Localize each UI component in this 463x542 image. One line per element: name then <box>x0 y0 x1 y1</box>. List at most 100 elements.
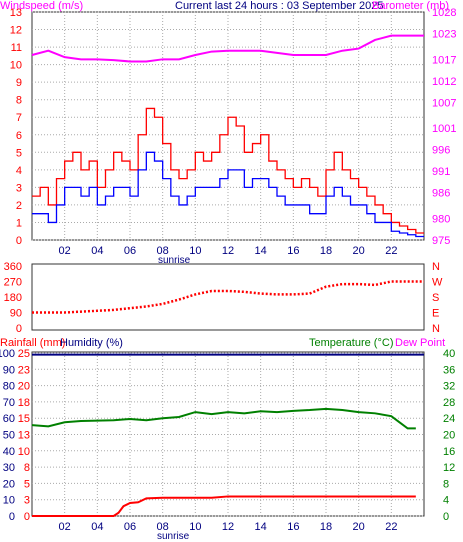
hour-label: 16 <box>287 245 299 257</box>
temperature-tick-label: 24 <box>443 413 455 425</box>
rainfall-series <box>32 495 416 517</box>
direction-degree-label: 180 <box>4 292 22 304</box>
rain-tick-label: 13 <box>18 430 30 442</box>
temperature-tick-label: 0 <box>443 511 449 523</box>
hour-label: 18 <box>320 521 332 533</box>
chart-title: Current last 24 hours : 03 September 202… <box>175 0 384 12</box>
humidity-axis-label: Humidity (%) <box>60 337 123 349</box>
direction-compass-label: W <box>432 277 443 289</box>
windspeed-tick-label: 8 <box>16 95 22 107</box>
temperature-axis-ticks: 0 4 8 12 16 20 24 28 32 36 40 <box>443 348 455 523</box>
rain-tick-label: 3 <box>24 495 30 507</box>
hour-label: 14 <box>255 245 267 257</box>
barometer-tick-label: 1001 <box>432 123 456 135</box>
sunrise-label-2: sunrise <box>157 531 190 542</box>
humidity-tick-label: 30 <box>3 462 15 474</box>
rain-humidity-temp-panel: 0010320530840105013601570188020902310025… <box>0 337 455 542</box>
windspeed-tick-label: 2 <box>16 200 22 212</box>
humidity-tick-label: 40 <box>3 446 15 458</box>
temperature-tick-label: 20 <box>443 430 455 442</box>
humidity-tick-label: 70 <box>3 397 15 409</box>
rain-tick-label: 5 <box>24 478 30 490</box>
windspeed-axis-label: Windspeed (m/s) <box>0 0 83 12</box>
temperature-tick-label: 12 <box>443 462 455 474</box>
hour-label: 20 <box>353 245 365 257</box>
hour-label: 02 <box>59 521 71 533</box>
rain-tick-label: 18 <box>18 397 30 409</box>
barometer-tick-label: 1007 <box>432 97 456 109</box>
hour-label: 10 <box>189 245 201 257</box>
hour-label: 12 <box>222 521 234 533</box>
humidity-tick-label: 20 <box>3 478 15 490</box>
hour-label: 08 <box>157 521 169 533</box>
rain-tick-label: 0 <box>24 511 30 523</box>
humidity-tick-label: 80 <box>3 381 15 393</box>
windspeed-tick-label: 0 <box>16 235 22 247</box>
direction-degree-label: 360 <box>4 261 22 273</box>
temperature-tick-label: 4 <box>443 495 449 507</box>
temperature-tick-label: 36 <box>443 364 455 376</box>
direction-series <box>32 280 424 314</box>
direction-compass-label: S <box>432 292 439 304</box>
humidity-tick-label: 10 <box>3 495 15 507</box>
direction-compass-label: E <box>432 308 439 320</box>
direction-compass-label: N <box>432 261 440 273</box>
windspeed-tick-label: 4 <box>16 165 22 177</box>
humidity-tick-label: 60 <box>3 413 15 425</box>
direction-degree-ticks: 0 90 180 270 360 <box>4 261 22 335</box>
windspeed-tick-label: 12 <box>10 25 22 37</box>
hour-label: 04 <box>91 245 103 257</box>
rain-panel-hour-labels: 02 04 06 08 10 12 14 16 18 20 22 <box>59 521 398 533</box>
barometer-tick-label: 1028 <box>432 7 456 19</box>
windspeed-tick-label: 11 <box>11 42 22 54</box>
barometer-tick-label: 991 <box>432 166 450 178</box>
rain-tick-label: 8 <box>24 462 30 474</box>
windspeed-tick-label: 3 <box>16 182 22 194</box>
direction-degree-label: 90 <box>10 308 22 320</box>
temperature-series <box>31 407 416 430</box>
hour-label: 20 <box>353 521 365 533</box>
humidity-tick-label: 0 <box>9 511 15 523</box>
hour-label: 02 <box>59 245 71 257</box>
barometer-axis-label: Barometer (mb) <box>372 0 449 12</box>
rainfall-line <box>32 495 416 517</box>
barometer-tick-label: 975 <box>432 235 450 247</box>
hour-label: 22 <box>385 521 397 533</box>
windspeed-tick-label: 6 <box>16 130 22 142</box>
barometer-tick-label: 980 <box>432 213 450 225</box>
hour-label: 04 <box>91 521 103 533</box>
direction-degree-label: 0 <box>16 323 22 335</box>
rain-tick-label: 20 <box>18 381 30 393</box>
gust-series <box>32 107 424 234</box>
hour-label: 06 <box>124 245 136 257</box>
temperature-tick-label: 28 <box>443 397 455 409</box>
barometer-line <box>31 34 424 63</box>
direction-degree-label: 270 <box>4 277 22 289</box>
windspeed-tick-label: 10 <box>10 60 22 72</box>
hour-label: 10 <box>189 521 201 533</box>
humidity-tick-label: 50 <box>3 430 15 442</box>
rain-tick-label: 25 <box>18 348 30 360</box>
barometer-axis-ticks: 975 980 986 991 996 1001 1007 1012 1017 1023 1028 <box>432 7 456 247</box>
direction-line <box>32 280 424 314</box>
hour-label: 06 <box>124 521 136 533</box>
windspeed-tick-label: 5 <box>16 147 22 159</box>
rain-tick-label: 15 <box>18 413 30 425</box>
windspeed-tick-label: 1 <box>16 217 22 229</box>
barometer-tick-label: 1023 <box>432 29 456 41</box>
temperature-tick-label: 40 <box>443 348 455 360</box>
windspeed-tick-label: 13 <box>10 7 22 19</box>
humidity-tick-label: 100 <box>0 348 15 360</box>
barometer-tick-label: 1012 <box>432 76 456 88</box>
rain-tick-label: 23 <box>18 364 30 376</box>
average-wind-series <box>32 151 424 238</box>
temperature-axis-label: Temperature (°C) <box>309 337 393 349</box>
temperature-tick-label: 8 <box>443 478 449 490</box>
barometer-series <box>31 34 424 63</box>
humidity-tick-label: 90 <box>3 364 15 376</box>
